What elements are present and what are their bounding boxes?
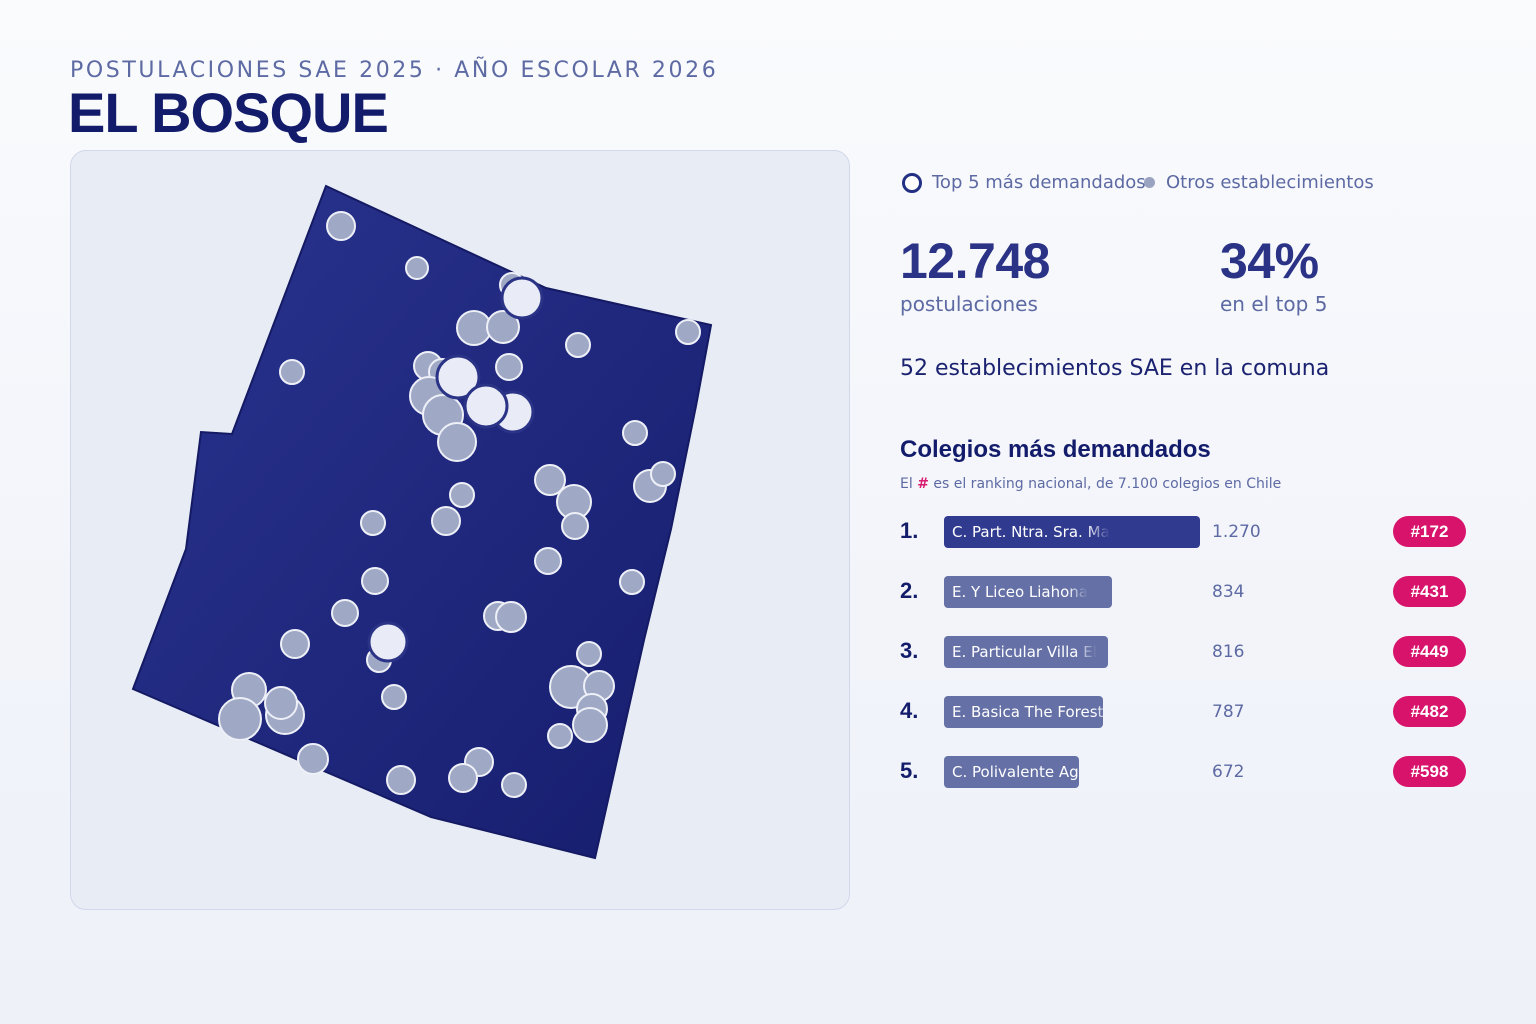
rank-applications: 1.270 <box>1212 522 1261 542</box>
rank-bar: E. Basica The Forest C <box>944 696 1103 728</box>
school-marker[interactable] <box>572 707 608 743</box>
top5-share-label: en el top 5 <box>1220 292 1328 316</box>
rank-position: 2. <box>900 578 919 603</box>
rank-school-name: E. Y Liceo Liahona <box>952 583 1088 601</box>
rank-position: 4. <box>900 698 919 723</box>
ranking-row[interactable]: 1. C. Part. Ntra. Sra. Ma 1.270 #172 <box>900 512 1470 552</box>
school-marker[interactable] <box>448 763 478 793</box>
school-marker[interactable] <box>218 697 262 741</box>
school-marker[interactable] <box>386 765 416 795</box>
school-marker[interactable] <box>360 510 386 536</box>
national-rank-badge: #449 <box>1393 636 1466 667</box>
school-marker[interactable] <box>297 743 329 775</box>
applications-label: postulaciones <box>900 292 1038 316</box>
rank-school-name: C. Part. Ntra. Sra. Ma <box>952 523 1110 541</box>
school-marker[interactable] <box>279 359 305 385</box>
commune-boundary <box>131 184 713 860</box>
school-marker[interactable] <box>495 353 523 381</box>
school-marker[interactable] <box>280 629 310 659</box>
rank-bar: E. Particular Villa El <box>944 636 1108 668</box>
school-marker[interactable] <box>534 547 562 575</box>
legend-others-label: Otros establecimientos <box>1166 172 1374 193</box>
top5-school-marker[interactable] <box>500 276 544 320</box>
rank-applications: 834 <box>1212 582 1245 602</box>
school-marker[interactable] <box>576 641 602 667</box>
school-marker[interactable] <box>534 464 566 496</box>
rank-applications: 787 <box>1212 702 1245 722</box>
school-marker[interactable] <box>650 461 676 487</box>
rank-position: 3. <box>900 638 919 663</box>
ranking-row[interactable]: 5. C. Polivalente Agustin 672 #598 <box>900 752 1470 792</box>
school-marker[interactable] <box>437 422 477 462</box>
commune-map-svg <box>131 184 713 860</box>
schools-layer <box>218 211 701 798</box>
legend-item-others: Otros establecimientos <box>1144 172 1374 193</box>
school-marker[interactable] <box>565 332 591 358</box>
commune-map[interactable] <box>70 150 850 910</box>
top5-school-marker[interactable] <box>463 383 509 429</box>
other-dot-icon <box>1144 177 1155 188</box>
legend-item-top5: Top 5 más demandados <box>902 172 1146 193</box>
applications-value: 12.748 <box>900 233 1050 289</box>
legend-top5-label: Top 5 más demandados <box>932 172 1146 193</box>
rank-applications: 816 <box>1212 642 1245 662</box>
rank-school-name: E. Particular Villa El <box>952 643 1097 661</box>
rank-applications: 672 <box>1212 762 1245 782</box>
page-kicker: POSTULACIONES SAE 2025 · AÑO ESCOLAR 202… <box>70 58 719 83</box>
national-rank-badge: #482 <box>1393 696 1466 727</box>
ranking-note-suffix: es el ranking nacional, de 7.100 colegio… <box>928 476 1282 492</box>
school-marker[interactable] <box>449 482 475 508</box>
ranking-note-hash: # <box>917 476 929 492</box>
rank-position: 1. <box>900 518 919 543</box>
rank-bar: C. Part. Ntra. Sra. Ma <box>944 516 1200 548</box>
page-title: EL BOSQUE <box>68 81 389 144</box>
school-marker[interactable] <box>622 420 648 446</box>
school-marker[interactable] <box>456 310 492 346</box>
national-rank-badge: #431 <box>1393 576 1466 607</box>
school-marker[interactable] <box>675 319 701 345</box>
ranking-row[interactable]: 3. E. Particular Villa El 816 #449 <box>900 632 1470 672</box>
top5-share-value: 34% <box>1220 233 1319 289</box>
rank-position: 5. <box>900 758 919 783</box>
national-rank-badge: #598 <box>1393 756 1466 787</box>
rank-school-name: E. Basica The Forest C <box>952 703 1103 721</box>
ranking-note: El # es el ranking nacional, de 7.100 co… <box>900 476 1281 492</box>
national-rank-badge: #172 <box>1393 516 1466 547</box>
school-marker[interactable] <box>361 567 389 595</box>
school-marker[interactable] <box>501 772 527 798</box>
ranking-row[interactable]: 4. E. Basica The Forest C 787 #482 <box>900 692 1470 732</box>
rank-bar: E. Y Liceo Liahona <box>944 576 1112 608</box>
top5-school-marker[interactable] <box>367 621 409 663</box>
school-marker[interactable] <box>561 512 589 540</box>
rank-school-name: C. Polivalente Agustin <box>952 763 1079 781</box>
ranking-title: Colegios más demandados <box>900 436 1211 463</box>
rank-bar: C. Polivalente Agustin <box>944 756 1079 788</box>
schools-count: 52 establecimientos SAE en la comuna <box>900 356 1330 381</box>
school-marker[interactable] <box>326 211 356 241</box>
school-marker[interactable] <box>547 723 573 749</box>
top5-school-marker[interactable] <box>435 354 481 400</box>
ranking-note-prefix: El <box>900 476 918 492</box>
school-marker[interactable] <box>619 569 645 595</box>
top5-ring-icon <box>902 172 922 193</box>
school-marker[interactable] <box>331 599 359 627</box>
ranking-row[interactable]: 2. E. Y Liceo Liahona 834 #431 <box>900 572 1470 612</box>
school-marker[interactable] <box>495 601 527 633</box>
school-marker[interactable] <box>405 256 429 280</box>
school-marker[interactable] <box>486 310 520 344</box>
school-marker[interactable] <box>431 506 461 536</box>
school-marker[interactable] <box>264 686 298 720</box>
school-marker[interactable] <box>381 684 407 710</box>
